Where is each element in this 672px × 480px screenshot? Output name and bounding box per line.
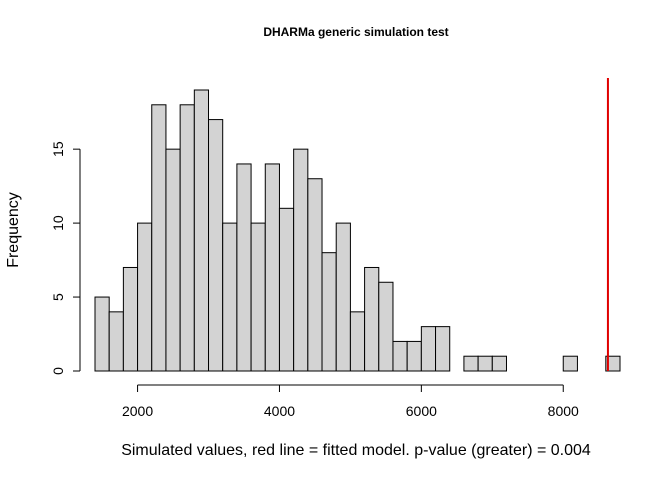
- y-tick-label: 15: [50, 141, 66, 157]
- y-tick-label: 10: [50, 215, 66, 231]
- x-axis-label: Simulated values, red line = fitted mode…: [121, 442, 591, 459]
- histogram-bar: [406, 340, 422, 372]
- y-tick-label: 0: [50, 367, 66, 375]
- x-axis: 2000 4000 6000 8000: [122, 384, 579, 419]
- y-tick-label: 5: [50, 293, 66, 301]
- x-tick-label: 6000: [406, 403, 437, 419]
- histogram-bar: [349, 311, 366, 372]
- histogram-bar: [392, 340, 408, 372]
- histogram-bars: [94, 89, 621, 372]
- histogram-bar: [562, 355, 578, 372]
- chart-title: DHARMa generic simulation test: [263, 25, 448, 39]
- histogram-bar: [122, 266, 139, 372]
- histogram-bar: [435, 326, 451, 372]
- histogram-bar: [321, 252, 337, 372]
- histogram-bar: [605, 355, 621, 372]
- histogram-bar: [264, 163, 280, 372]
- histogram-bar: [179, 104, 195, 372]
- histogram-bar: [307, 178, 323, 372]
- histogram-bar: [250, 222, 266, 372]
- histogram-bar: [193, 89, 210, 372]
- histogram-bar: [222, 222, 238, 372]
- histogram-bar: [278, 207, 295, 372]
- histogram-bar: [108, 311, 124, 372]
- histogram-bar: [491, 355, 507, 372]
- histogram-bar: [477, 355, 493, 372]
- histogram-bar: [236, 163, 252, 372]
- histogram-bar: [151, 104, 167, 372]
- histogram-bar: [293, 148, 309, 372]
- x-tick-label: 8000: [548, 403, 579, 419]
- histogram-bar: [364, 266, 380, 372]
- x-tick-label: 4000: [264, 403, 295, 419]
- histogram-bar: [420, 326, 437, 372]
- histogram-bar: [378, 281, 394, 372]
- histogram-bar: [463, 355, 479, 372]
- histogram-bar: [165, 148, 181, 372]
- y-axis: 0 5 10 15: [50, 141, 81, 375]
- histogram-bar: [94, 296, 110, 372]
- histogram-bar: [208, 119, 224, 372]
- x-tick-label: 2000: [122, 403, 153, 419]
- y-axis-label: Frequency: [5, 192, 22, 268]
- histogram-bar: [137, 222, 153, 372]
- histogram-bar: [335, 222, 351, 372]
